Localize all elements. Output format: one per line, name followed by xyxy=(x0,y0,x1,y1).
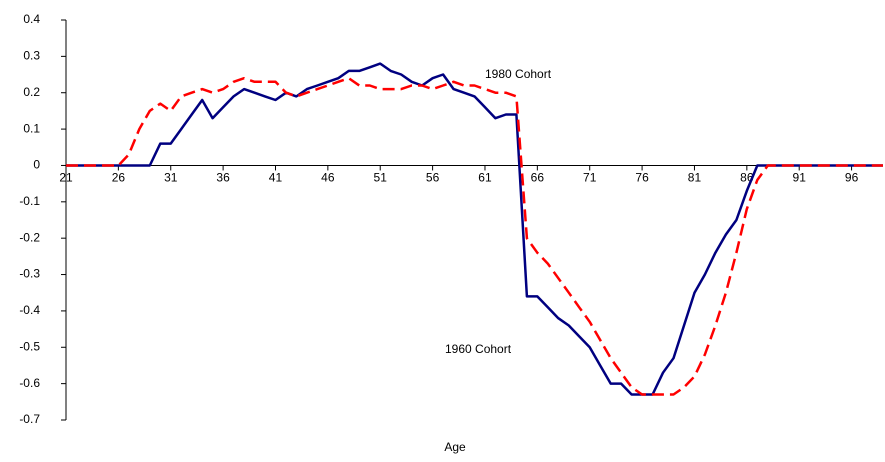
series-line xyxy=(66,76,883,396)
x-tick-label: 46 xyxy=(321,171,335,185)
series-annotation: 1960 Cohort xyxy=(445,342,512,356)
y-tick-label: -0.2 xyxy=(19,230,40,244)
y-tick-label: 0 xyxy=(33,158,40,172)
x-tick-label: 21 xyxy=(59,171,73,185)
x-axis-title: Age xyxy=(444,440,466,454)
x-tick-label: 76 xyxy=(635,171,649,185)
x-tick-label: 41 xyxy=(269,171,283,185)
y-tick-label: -0.1 xyxy=(19,194,40,208)
y-tick-label: 0.4 xyxy=(23,12,40,26)
y-tick-label: 0.3 xyxy=(23,49,40,63)
y-tick-label: -0.7 xyxy=(19,412,40,426)
y-tick-label: -0.5 xyxy=(19,339,40,353)
x-tick-label: 36 xyxy=(216,171,230,185)
x-tick-label: 71 xyxy=(583,171,597,185)
y-tick-label: -0.4 xyxy=(19,303,40,317)
x-tick-label: 66 xyxy=(531,171,545,185)
x-tick-label: 56 xyxy=(426,171,440,185)
x-tick-label: 81 xyxy=(688,171,702,185)
y-tick-label: -0.3 xyxy=(19,267,40,281)
x-tick-label: 91 xyxy=(793,171,807,185)
x-tick-label: 61 xyxy=(478,171,492,185)
y-tick-label: -0.6 xyxy=(19,376,40,390)
x-tick-label: 31 xyxy=(164,171,178,185)
y-tick-label: 0.1 xyxy=(23,121,40,135)
x-tick-label: 26 xyxy=(112,171,126,185)
y-tick-label: 0.2 xyxy=(23,85,40,99)
x-tick-label: 51 xyxy=(374,171,388,185)
x-tick-label: 96 xyxy=(845,171,859,185)
series-annotation: 1980 Cohort xyxy=(485,67,552,81)
series-line xyxy=(66,62,883,396)
